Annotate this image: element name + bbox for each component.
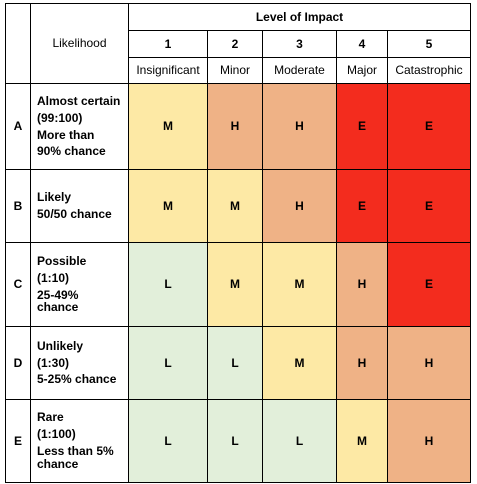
description-line: 25-49% — [37, 287, 79, 302]
rating-cell: L — [128, 399, 208, 483]
rating-cell: E — [387, 242, 471, 327]
row-letter: E — [5, 399, 31, 483]
likelihood-row: C Possible (1:10) 25-49% chance L M M H … — [5, 242, 471, 327]
likelihood-description: Likely 50/50 chance — [30, 169, 129, 243]
rating-cell: M — [262, 242, 337, 327]
row-letter: A — [5, 83, 31, 170]
header-row-labels: Insignificant Minor Moderate Major Catas… — [6, 57, 471, 84]
impact-level-number: 5 — [387, 30, 471, 58]
header-row-numbers: 1 2 3 4 5 — [6, 30, 471, 58]
description-line: Possible — [37, 253, 87, 268]
rating-cell: L — [128, 242, 208, 327]
description-line: More than — [37, 127, 95, 142]
rating-cell: E — [387, 83, 471, 170]
likelihood-header: Likelihood — [30, 3, 129, 84]
rating-cell: L — [262, 399, 337, 483]
rating-cell: M — [262, 326, 337, 400]
description-line: chance — [37, 300, 79, 315]
description-line: (1:30) — [37, 355, 70, 370]
likelihood-row: D Unlikely (1:30) 5-25% chance L L M H H — [5, 326, 471, 400]
description-line: 5-25% chance — [37, 372, 117, 387]
likelihood-description: Rare (1:100) Less than 5% chance — [30, 399, 129, 483]
rating-cell: E — [336, 83, 388, 170]
description-line: 50/50 chance — [37, 207, 112, 221]
impact-level-label: Catastrophic — [387, 57, 471, 84]
corner-cell — [5, 3, 31, 84]
description-line: Likely — [37, 190, 72, 205]
rating-cell: H — [336, 326, 388, 400]
rating-cell: M — [207, 169, 263, 243]
impact-level-number: 1 — [128, 30, 208, 58]
likelihood-description: Unlikely (1:30) 5-25% chance — [30, 326, 129, 400]
header-row-title: Likelihood Level of Impact — [5, 3, 471, 84]
rating-cell: L — [128, 326, 208, 400]
rating-cell: H — [207, 83, 263, 170]
description-line: 90% chance — [37, 144, 106, 159]
impact-level-label: Major — [336, 57, 388, 84]
rating-cell: L — [207, 326, 263, 400]
rating-cell: M — [207, 242, 263, 327]
rating-cell: E — [387, 169, 471, 243]
rating-cell: H — [387, 399, 471, 483]
impact-level-label: Insignificant — [128, 57, 208, 84]
impact-level-label: Minor — [207, 57, 263, 84]
rating-cell: L — [207, 399, 263, 483]
risk-matrix-table: Likelihood Level of Impact 1 2 3 4 5 Ins… — [5, 3, 471, 483]
rating-cell: H — [262, 83, 337, 170]
description-line: Unlikely — [37, 338, 84, 353]
likelihood-row: B Likely 50/50 chance M M H E E — [5, 169, 471, 243]
impact-level-number: 2 — [207, 30, 263, 58]
rating-cell: M — [336, 399, 388, 483]
rating-cell: H — [336, 242, 388, 327]
rating-cell: M — [128, 83, 208, 170]
rating-cell: H — [387, 326, 471, 400]
rating-cell: H — [262, 169, 337, 243]
rating-cell: M — [128, 169, 208, 243]
description-line: (1:10) — [37, 270, 70, 285]
impact-level-number: 4 — [336, 30, 388, 58]
row-letter: C — [5, 242, 31, 327]
row-letter: B — [5, 169, 31, 243]
description-line: chance — [37, 456, 79, 471]
row-letter: D — [5, 326, 31, 400]
likelihood-description: Almost certain (99:100) More than 90% ch… — [30, 83, 129, 170]
description-line: Rare — [37, 410, 64, 425]
likelihood-row: A Almost certain (99:100) More than 90% … — [5, 83, 471, 170]
description-line: Less than 5% — [37, 444, 114, 458]
description-line: (1:100) — [37, 427, 76, 442]
rating-cell: E — [336, 169, 388, 243]
description-line: Almost certain — [37, 93, 121, 108]
likelihood-row: E Rare (1:100) Less than 5% chance L L L… — [5, 399, 471, 483]
impact-level-label: Moderate — [262, 57, 337, 84]
impact-level-number: 3 — [262, 30, 337, 58]
likelihood-description: Possible (1:10) 25-49% chance — [30, 242, 129, 327]
description-line: (99:100) — [37, 110, 83, 125]
impact-title: Level of Impact — [128, 3, 471, 31]
